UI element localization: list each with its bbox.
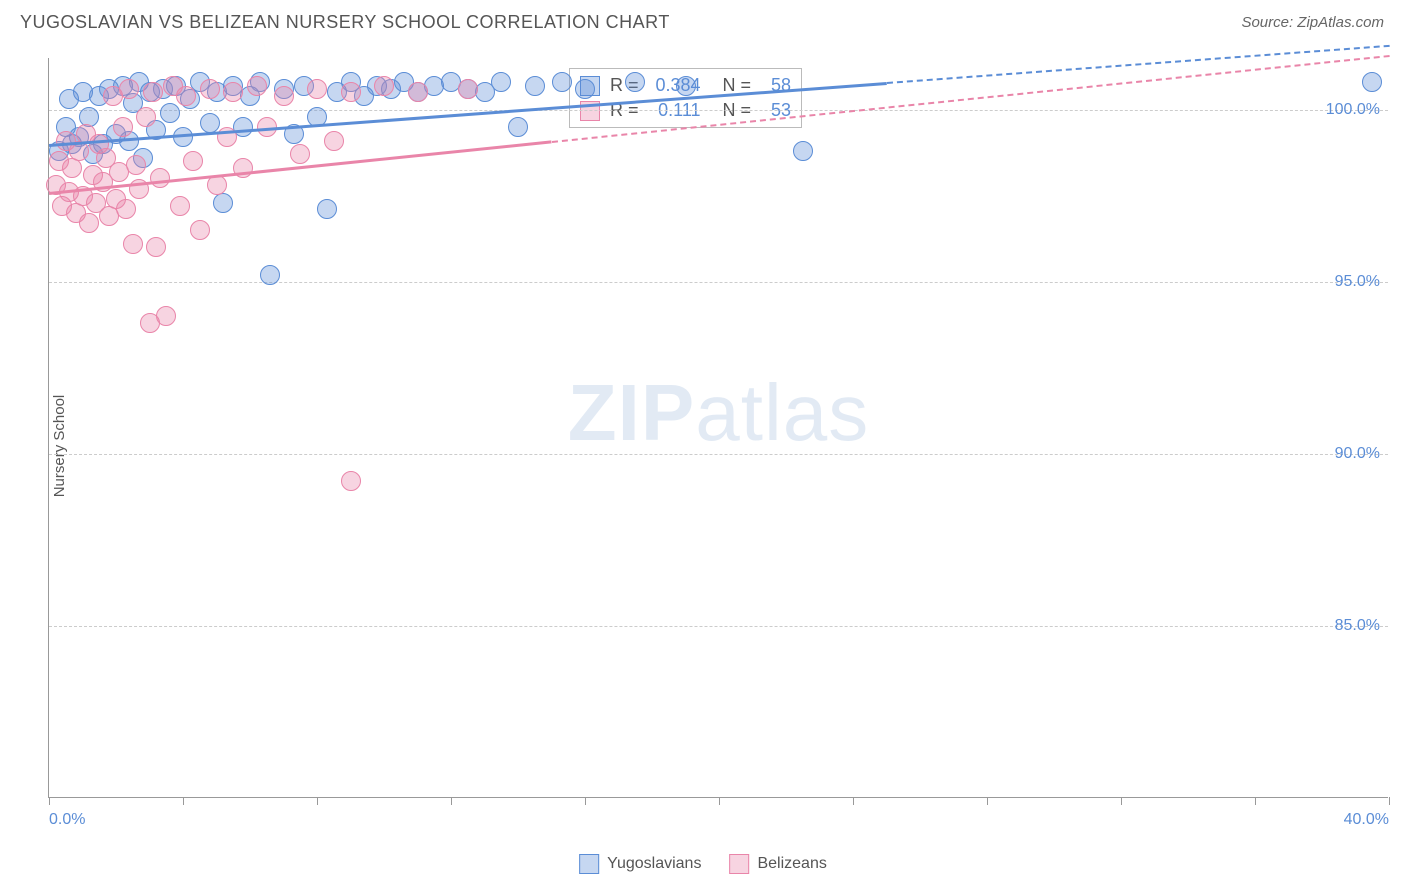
- y-tick-label: 100.0%: [1326, 101, 1380, 119]
- data-point: [119, 79, 139, 99]
- data-point: [173, 127, 193, 147]
- data-point: [62, 158, 82, 178]
- data-point: [260, 265, 280, 285]
- watermark: ZIPatlas: [568, 367, 869, 459]
- x-tick: [719, 797, 720, 805]
- data-point: [341, 471, 361, 491]
- x-tick: [853, 797, 854, 805]
- grid-line: [49, 454, 1388, 455]
- data-point: [79, 213, 99, 233]
- x-tick-label: 0.0%: [49, 811, 85, 829]
- data-point: [676, 76, 696, 96]
- x-tick: [1389, 797, 1390, 805]
- data-point: [126, 155, 146, 175]
- data-point: [233, 117, 253, 137]
- x-tick-label: 40.0%: [1344, 811, 1389, 829]
- x-tick: [183, 797, 184, 805]
- legend-item: Belizeans: [729, 854, 826, 874]
- data-point: [324, 131, 344, 151]
- legend-label: Yugoslavians: [607, 855, 701, 873]
- data-point: [113, 117, 133, 137]
- data-point: [150, 168, 170, 188]
- data-point: [200, 113, 220, 133]
- data-point: [575, 79, 595, 99]
- data-point: [508, 117, 528, 137]
- x-tick: [987, 797, 988, 805]
- data-point: [160, 103, 180, 123]
- data-point: [143, 82, 163, 102]
- data-point: [136, 107, 156, 127]
- data-point: [190, 220, 210, 240]
- data-point: [307, 79, 327, 99]
- data-point: [223, 82, 243, 102]
- data-point: [183, 151, 203, 171]
- data-point: [458, 79, 478, 99]
- legend-item: Yugoslavians: [579, 854, 701, 874]
- legend-swatch: [579, 854, 599, 874]
- grid-line: [49, 110, 1388, 111]
- data-point: [146, 237, 166, 257]
- data-point: [341, 82, 361, 102]
- data-point: [274, 86, 294, 106]
- data-point: [156, 306, 176, 326]
- x-tick: [317, 797, 318, 805]
- x-tick: [1121, 797, 1122, 805]
- data-point: [525, 76, 545, 96]
- data-point: [290, 144, 310, 164]
- x-tick: [585, 797, 586, 805]
- legend-label: Belizeans: [757, 855, 826, 873]
- legend: Yugoslavians Belizeans: [579, 854, 827, 874]
- data-point: [552, 72, 572, 92]
- chart-title: YUGOSLAVIAN VS BELIZEAN NURSERY SCHOOL C…: [20, 12, 670, 33]
- data-point: [200, 79, 220, 99]
- data-point: [317, 199, 337, 219]
- data-point: [793, 141, 813, 161]
- grid-line: [49, 626, 1388, 627]
- legend-swatch: [729, 854, 749, 874]
- data-point: [374, 76, 394, 96]
- scatter-plot-area: ZIPatlas R =0.384N =58R =0.111N =53 85.0…: [48, 58, 1388, 798]
- y-tick-label: 90.0%: [1335, 445, 1380, 463]
- x-tick: [451, 797, 452, 805]
- data-point: [213, 193, 233, 213]
- x-tick: [1255, 797, 1256, 805]
- data-point: [247, 76, 267, 96]
- data-point: [491, 72, 511, 92]
- data-point: [207, 175, 227, 195]
- y-tick-label: 95.0%: [1335, 273, 1380, 291]
- data-point: [408, 82, 428, 102]
- data-point: [176, 86, 196, 106]
- y-tick-label: 85.0%: [1335, 617, 1380, 635]
- data-point: [116, 199, 136, 219]
- data-point: [123, 234, 143, 254]
- data-point: [1362, 72, 1382, 92]
- data-point: [170, 196, 190, 216]
- grid-line: [49, 282, 1388, 283]
- x-tick: [49, 797, 50, 805]
- source-attribution: Source: ZipAtlas.com: [1241, 14, 1384, 31]
- data-point: [625, 72, 645, 92]
